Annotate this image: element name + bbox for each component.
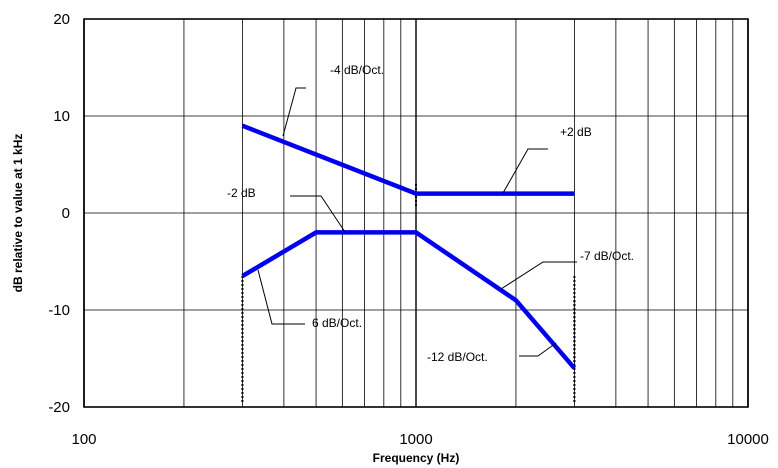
x-tick-label: 1000 (399, 431, 432, 448)
y-tick-label: 20 (53, 11, 70, 28)
y-tick-label: -10 (48, 302, 70, 319)
annotation-leader (519, 342, 557, 357)
y-tick-label: 0 (62, 205, 70, 222)
grid (83, 18, 749, 408)
annotation-label: -7 dB/Oct. (580, 249, 634, 263)
annotation-label: -2 dB (227, 186, 256, 200)
series-line-1 (241, 123, 575, 196)
x-tick-label: 10000 (727, 431, 769, 448)
x-axis-title: Frequency (Hz) (373, 451, 460, 465)
y-axis-title: dB relative to value at 1 kHz (11, 134, 25, 293)
annotation-leader (290, 195, 346, 233)
annotation-leader (282, 87, 306, 137)
series-line-2 (241, 230, 577, 370)
annotations: -4 dB/Oct. +2 dB -2 dB -7 dB/Oct. 6 dB/Oct. -… (227, 63, 634, 364)
annotation-label: 6 dB/Oct. (312, 316, 362, 330)
series-lines (241, 123, 577, 370)
y-tick-label: -20 (48, 399, 70, 416)
range-markers (241, 183, 576, 403)
x-tick-label: 100 (71, 431, 96, 448)
annotation-leader (500, 261, 577, 290)
annotation-leader (502, 148, 548, 194)
plot-frame (83, 18, 749, 408)
annotation-label: -4 dB/Oct. (330, 63, 384, 77)
annotation-label: -12 dB/Oct. (427, 350, 488, 364)
y-tick-label: 10 (53, 108, 70, 125)
annotation-leader (257, 269, 305, 325)
annotation-label: +2 dB (560, 125, 592, 139)
